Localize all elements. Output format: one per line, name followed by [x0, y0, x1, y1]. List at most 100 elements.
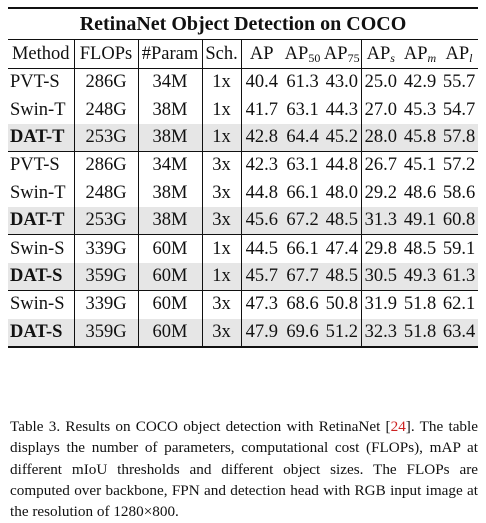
cell-flops: 359G	[74, 262, 139, 291]
table-row: Swin-T 248G 38M 1x 41.7 63.1 44.3 27.0 45.3 54.7	[8, 96, 478, 124]
table-row: PVT-S 286G 34M 3x 42.3 63.1 44.8 26.7 45.1 57.2	[8, 151, 478, 180]
cell-ap75: 50.8	[323, 290, 362, 319]
cell-ap50: 64.4	[282, 123, 323, 152]
header-apm: APm	[400, 40, 440, 69]
header-ap75: AP75	[323, 40, 362, 69]
cell-params: 38M	[138, 96, 203, 124]
cell-apl: 55.7	[442, 72, 476, 93]
cell-apm: 51.8	[400, 318, 440, 348]
cell-params: 60M	[138, 318, 203, 348]
cell-apl: 57.2	[440, 151, 478, 180]
cell-ap: 45.7	[241, 262, 282, 291]
cell-ap75: 45.2	[323, 123, 362, 152]
cell-params: 60M	[138, 262, 203, 291]
cell-aps: 29.8	[361, 234, 400, 263]
cell-ap75: 48.5	[323, 262, 362, 291]
cell-apm: 49.3	[400, 262, 440, 291]
cell-ap75: 44.3	[323, 96, 362, 124]
caption-rest: ]. The table displays the number of para…	[10, 418, 478, 521]
cell-aps: 29.2	[364, 182, 397, 203]
table-title: RetinaNet Object Detection on COCO	[8, 7, 478, 40]
cell-aps: 31.9	[361, 290, 400, 319]
cell-aps: 26.7	[361, 151, 400, 180]
cell-ap50: 67.7	[282, 262, 323, 291]
table-row: DAT-S 359G 60M 1x 45.7 67.7 48.5 30.5 49.3 61.3	[8, 262, 478, 291]
results-table: RetinaNet Object Detection on COCO Metho…	[8, 7, 478, 348]
cell-schedule: 3x	[202, 206, 242, 235]
cell-ap75: 51.2	[323, 318, 362, 348]
header-aps: APs	[361, 40, 400, 69]
header-flops: FLOPs	[74, 40, 139, 69]
cell-aps: 31.3	[361, 206, 400, 235]
cell-flops: 359G	[74, 318, 139, 348]
cell-flops: 253G	[74, 206, 139, 235]
table-row: DAT-T 253G 38M 1x 42.8 64.4 45.2 28.0 45.8 57.8	[8, 123, 478, 152]
cell-apl: 61.3	[440, 262, 478, 291]
cell-method: DAT-S	[8, 318, 75, 348]
cell-method: DAT-T	[8, 206, 75, 235]
cell-ap: 44.5	[241, 234, 282, 263]
cell-schedule: 3x	[202, 179, 242, 207]
header-apl-base: AP	[445, 43, 470, 64]
cell-schedule: 3x	[202, 290, 242, 319]
cell-flops: 339G	[74, 234, 139, 263]
header-schedule: Sch.	[202, 40, 242, 69]
cell-apm: 42.9	[403, 72, 437, 93]
cell-params: 38M	[138, 206, 203, 235]
cell-aps: 28.0	[361, 123, 400, 152]
cell-ap50: 61.3	[286, 72, 319, 93]
header-ap50-base: AP	[284, 43, 309, 64]
table-row: Swin-S 339G 60M 1x 44.5 66.1 47.4 29.8 48.5 59.1	[8, 234, 478, 263]
header-apm-base: AP	[403, 43, 428, 64]
cell-method: DAT-S	[8, 262, 75, 291]
header-ap: AP	[241, 40, 282, 69]
cell-ap: 41.7	[245, 99, 278, 120]
cell-params: 34M	[138, 68, 203, 97]
cell-aps: 32.3	[361, 318, 400, 348]
cell-method: Swin-T	[8, 179, 75, 207]
table-row: PVT-S 286G 34M 1x 40.4 61.3 43.0 25.0 42.9 55.7	[8, 68, 478, 97]
cell-params: 38M	[138, 123, 203, 152]
cell-params: 38M	[138, 179, 203, 207]
header-row: Method FLOPs #Param Sch. AP AP50 AP75 AP…	[8, 40, 478, 69]
cell-params: 34M	[138, 151, 203, 180]
cell-aps: 30.5	[361, 262, 400, 291]
cell-apm: 45.1	[400, 151, 440, 180]
cell-ap50: 69.6	[282, 318, 323, 348]
table-body: PVT-S 286G 34M 1x 40.4 61.3 43.0 25.0 42.9 55.7 Sw…	[8, 68, 478, 348]
citation-link[interactable]: 24	[390, 418, 406, 436]
cell-flops: 253G	[74, 123, 139, 152]
cell-apl: 58.6	[442, 182, 476, 203]
cell-flops: 248G	[74, 96, 139, 124]
header-apl: APl	[440, 40, 478, 69]
cell-ap50: 66.1	[282, 234, 323, 263]
cell-apm: 45.3	[403, 99, 437, 120]
cell-ap: 42.3	[241, 151, 282, 180]
cell-schedule: 1x	[202, 234, 242, 263]
header-ap50-sub: 50	[308, 50, 321, 65]
cell-apl: 62.1	[440, 290, 478, 319]
cell-apl: 59.1	[440, 234, 478, 263]
cell-ap50: 66.1	[286, 182, 319, 203]
table-row: DAT-S 359G 60M 3x 47.9 69.6 51.2 32.3 51.8 63.4	[8, 318, 478, 348]
header-ap75-base: AP	[323, 43, 348, 64]
cell-schedule: 3x	[202, 318, 242, 348]
cell-apl: 63.4	[440, 318, 478, 348]
cell-apm: 48.6	[403, 182, 437, 203]
cell-method: Swin-S	[8, 234, 75, 263]
cell-ap75: 44.8	[323, 151, 362, 180]
cell-ap50: 67.2	[282, 206, 323, 235]
cell-apm: 49.1	[400, 206, 440, 235]
cell-method: Swin-S	[8, 290, 75, 319]
header-ap75-sub: 75	[347, 50, 360, 65]
cell-ap75: 48.5	[323, 206, 362, 235]
results-grid: Method FLOPs #Param Sch. AP AP50 AP75 AP…	[8, 40, 478, 348]
table-row: DAT-T 253G 38M 3x 45.6 67.2 48.5 31.3 49.1 60.8	[8, 206, 478, 235]
cell-schedule: 1x	[202, 123, 242, 152]
cell-apm: 45.8	[400, 123, 440, 152]
cell-params: 60M	[138, 234, 203, 263]
cell-params: 60M	[138, 290, 203, 319]
cell-apl: 60.8	[440, 206, 478, 235]
cell-ap75: 43.0	[323, 68, 362, 97]
